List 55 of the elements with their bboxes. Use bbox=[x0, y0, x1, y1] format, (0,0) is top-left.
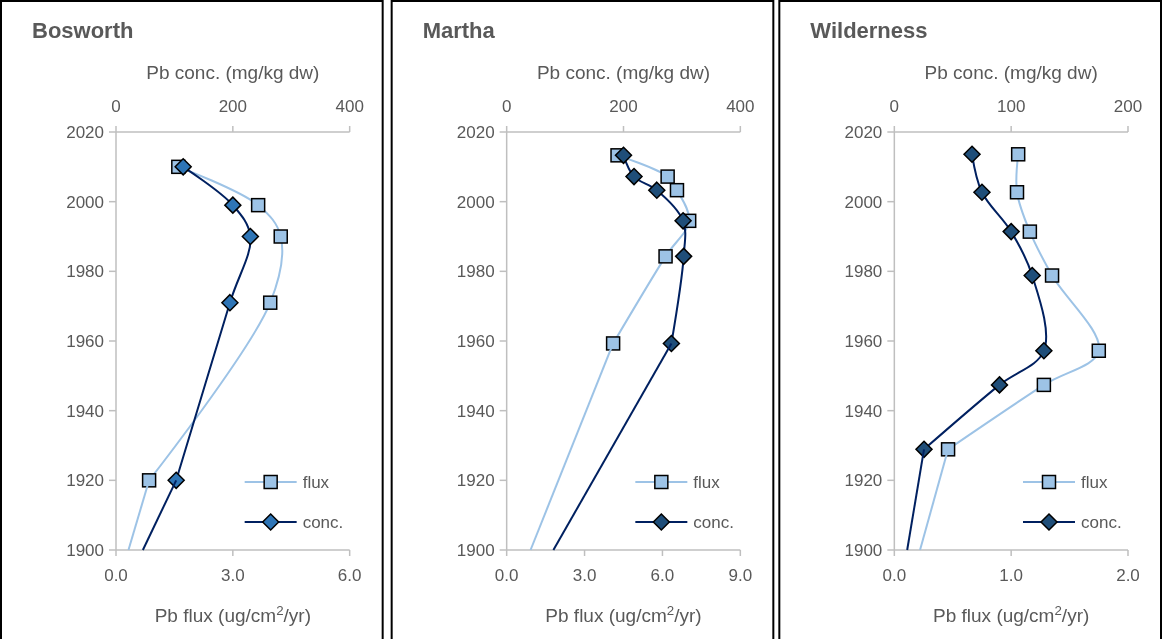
legend-label: flux bbox=[693, 472, 721, 492]
legend-label: conc. bbox=[693, 512, 734, 532]
legend-label: conc. bbox=[1081, 512, 1122, 532]
y-tick-label: 2020 bbox=[456, 122, 495, 142]
y-tick-label: 1920 bbox=[456, 471, 495, 491]
x2-axis-title: Pb conc. (mg/kg dw) bbox=[924, 62, 1098, 83]
x-tick-label: 6.0 bbox=[337, 566, 362, 585]
x-tick-label: 3.0 bbox=[221, 566, 245, 585]
x2-tick-label: 0 bbox=[889, 97, 900, 116]
x-tick-label: 6.0 bbox=[650, 566, 675, 585]
y-tick-label: 1940 bbox=[844, 401, 883, 421]
y-tick-label: 2000 bbox=[456, 192, 495, 212]
x2-tick-label: 0 bbox=[111, 97, 121, 116]
x-tick-label: 3.0 bbox=[572, 566, 597, 585]
x2-axis-title: Pb conc. (mg/kg dw) bbox=[146, 62, 320, 83]
x-tick-label: 1.0 bbox=[999, 566, 1023, 585]
x-tick-label: 9.0 bbox=[728, 566, 753, 585]
y-tick-label: 1900 bbox=[844, 540, 883, 560]
x2-tick-label: 100 bbox=[996, 97, 1026, 116]
y-tick-label: 2000 bbox=[66, 192, 104, 212]
y-tick-label: 1900 bbox=[66, 540, 104, 560]
y-tick-label: 1960 bbox=[66, 331, 104, 351]
y-tick-label: 1960 bbox=[844, 331, 883, 351]
x2-axis-title: Pb conc. (mg/kg dw) bbox=[536, 62, 711, 83]
x-axis-title: Pb flux (ug/cm$^{2}$/yr) bbox=[154, 602, 311, 626]
y-tick-label: 1920 bbox=[66, 471, 104, 491]
chart-title: Bosworth bbox=[32, 18, 134, 43]
y-tick-label: 2020 bbox=[66, 122, 104, 142]
x2-tick-label: 200 bbox=[609, 97, 638, 116]
y-tick-label: 1960 bbox=[456, 331, 495, 351]
legend-label: flux bbox=[302, 472, 330, 492]
y-tick-label: 1980 bbox=[844, 262, 883, 282]
chart-title: Martha bbox=[422, 18, 496, 43]
y-tick-label: 1980 bbox=[456, 262, 495, 282]
x2-tick-label: 200 bbox=[218, 97, 248, 116]
y-tick-label: 1980 bbox=[66, 262, 104, 282]
x-tick-label: 0.0 bbox=[882, 566, 907, 585]
y-tick-label: 2020 bbox=[844, 122, 883, 142]
legend-label: flux bbox=[1081, 472, 1108, 492]
x2-tick-label: 200 bbox=[1113, 97, 1143, 116]
legend-label: conc. bbox=[302, 512, 344, 532]
y-tick-label: 1920 bbox=[844, 471, 883, 491]
chart-title: Wilderness bbox=[810, 18, 928, 43]
x2-tick-label: 400 bbox=[726, 97, 755, 116]
y-tick-label: 1940 bbox=[456, 401, 495, 421]
x-tick-label: 0.0 bbox=[494, 566, 519, 585]
y-tick-label: 2000 bbox=[844, 192, 883, 212]
x-tick-label: 2.0 bbox=[1116, 566, 1140, 585]
x-tick-label: 0.0 bbox=[104, 566, 128, 585]
y-tick-label: 1900 bbox=[456, 540, 495, 560]
x-axis-title: Pb flux (ug/cm$^{2}$/yr) bbox=[933, 602, 1090, 626]
x2-tick-label: 0 bbox=[501, 97, 512, 116]
y-tick-label: 1940 bbox=[66, 401, 104, 421]
x2-tick-label: 400 bbox=[335, 97, 364, 116]
x-axis-title: Pb flux (ug/cm$^{2}$/yr) bbox=[545, 602, 702, 626]
